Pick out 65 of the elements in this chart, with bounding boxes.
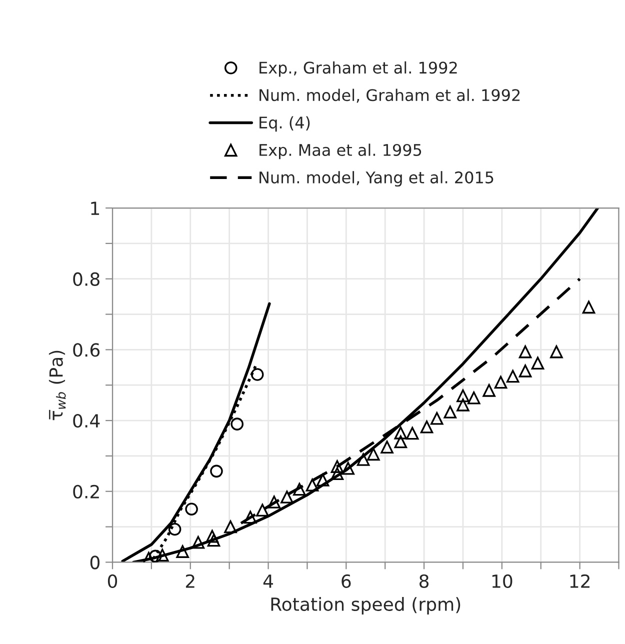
point: [192, 536, 205, 549]
line-series: [132, 208, 600, 562]
point: [456, 389, 470, 402]
point: [531, 356, 544, 370]
point: [482, 384, 496, 397]
point: [380, 440, 394, 454]
point: [224, 520, 237, 534]
point: [518, 364, 532, 378]
x-tick-label: 0: [108, 574, 118, 588]
point: [268, 496, 280, 508]
x-tick-label: 12: [570, 574, 590, 588]
point: [244, 510, 257, 524]
line-series: [121, 302, 271, 562]
point: [506, 370, 520, 383]
point: [456, 398, 470, 412]
point: [582, 300, 596, 314]
point: [176, 545, 189, 558]
x-axis-title: Rotation speed (rpm): [271, 597, 460, 615]
line-series: [240, 277, 582, 525]
x-tick-label: 6: [342, 574, 351, 588]
point: [280, 490, 294, 504]
point: [207, 534, 220, 547]
legend-label: Eq. (4): [260, 116, 310, 132]
point: [444, 406, 457, 418]
x-tick-label: 10: [492, 574, 512, 588]
point: [168, 522, 182, 536]
legend-label: Num. model, Yang et al. 2015: [260, 171, 494, 187]
point: [367, 448, 380, 461]
point: [256, 504, 269, 517]
point: [230, 418, 244, 430]
point: [306, 478, 319, 492]
point: [356, 453, 370, 466]
legend-label: Exp. Maa et al. 1995: [260, 144, 422, 160]
point: [330, 460, 344, 473]
point: [494, 376, 508, 389]
point: [316, 474, 330, 486]
point: [394, 426, 408, 440]
point: [206, 530, 219, 543]
point: [467, 391, 480, 404]
point: [148, 550, 162, 562]
y-tick-label: 0: [90, 556, 100, 570]
legend-label: Num. model, Graham et al. 1992: [260, 88, 520, 103]
legend-label: Exp., Graham et al. 1992: [260, 61, 457, 77]
y-tick-label: 1: [91, 202, 100, 215]
point: [420, 420, 434, 434]
point: [156, 548, 169, 562]
point: [518, 345, 532, 358]
y-axis-title: τ̅$_{wb}$ (Pa): [48, 350, 66, 420]
point: [550, 345, 563, 358]
y-tick-label: 0.2: [73, 484, 99, 498]
x-tick-label: 8: [420, 574, 429, 588]
point: [293, 482, 306, 496]
point: [394, 435, 408, 448]
point: [250, 368, 264, 381]
y-tick-label: 0.8: [73, 272, 100, 286]
point: [210, 464, 223, 478]
x-tick-label: 4: [263, 574, 273, 588]
point: [430, 412, 444, 425]
y-tick-label: 0.4: [73, 414, 100, 428]
x-tick-label: 2: [186, 574, 194, 588]
point: [185, 502, 198, 516]
point: [342, 462, 354, 475]
y-tick-label: 0.6: [73, 343, 100, 357]
point: [330, 467, 344, 480]
point: [406, 426, 419, 440]
